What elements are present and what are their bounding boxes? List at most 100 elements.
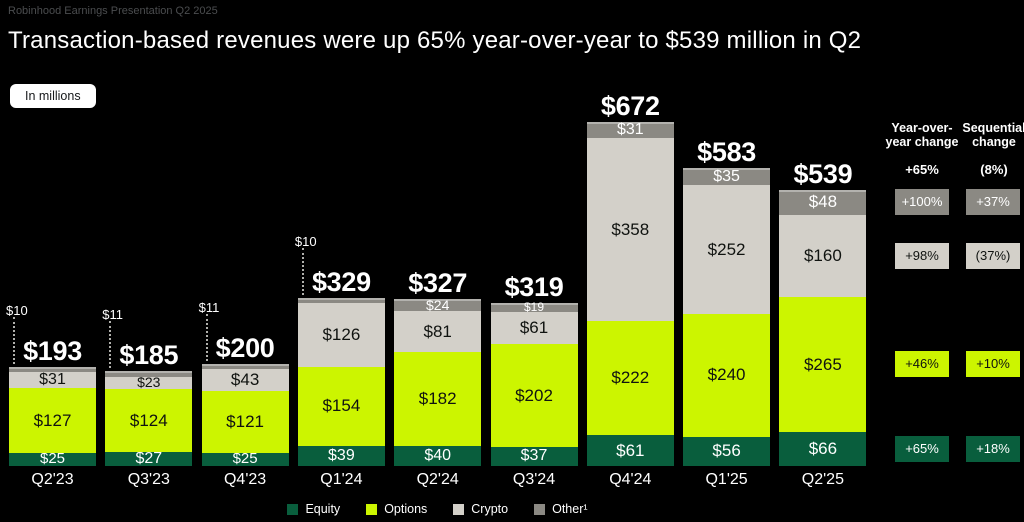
x-axis-label: Q2'24: [416, 471, 459, 488]
bar-segment-options: $121: [201, 391, 289, 454]
bar-segment-value: $160: [803, 245, 842, 265]
bar-segment-equity: $39: [297, 446, 385, 466]
bar-total-label: $319: [504, 271, 564, 302]
bar-segment-value: $19: [523, 299, 545, 314]
bar-segment-options: $127: [9, 388, 96, 454]
bar-segment-equity: $56: [683, 437, 771, 466]
bar-segment-value: $25: [39, 450, 66, 468]
bar-segment-equity: $25: [9, 450, 96, 468]
bar-segment-equity: $37: [490, 447, 578, 466]
bar-segment-value: $37: [520, 447, 548, 465]
bar-segment-options: $265: [779, 296, 867, 433]
x-axis-label: Q4'23: [223, 471, 267, 488]
bar-segment-options: $124: [105, 388, 193, 453]
bar-segment-value: $31: [616, 120, 644, 138]
legend-swatch-options: [366, 503, 378, 515]
bar-total-label: $200: [215, 332, 275, 363]
bar-segment-crypto: $358: [586, 137, 674, 322]
bar-segment-crypto: $81: [394, 310, 482, 353]
sequential-change-column: Sequential change (8%): [950, 121, 1024, 177]
bar-segment-crypto: $61: [490, 312, 578, 344]
bar-segment-options: $202: [490, 343, 578, 448]
bar-segment-value: $252: [707, 240, 746, 260]
bar-segment-other: [9, 367, 96, 373]
yoy-change-header: Year-over- year change: [874, 121, 970, 149]
yoy-badge-options: +46%: [895, 351, 949, 377]
legend-swatch-crypto: [453, 503, 465, 515]
bar-segment-value: $124: [129, 410, 168, 430]
yoy-change-column: Year-over- year change +65%: [874, 121, 970, 177]
bar-segment-options: $240: [683, 314, 771, 438]
callout-leader-line: [13, 317, 15, 365]
legend-item-other: Other¹: [534, 502, 588, 516]
yoy-header-line2: year change: [885, 135, 959, 149]
deck-label: Robinhood Earnings Presentation Q2 2025: [8, 5, 218, 17]
bar-segment-crypto: $160: [779, 214, 867, 297]
bar-segment-value: $43: [230, 370, 260, 390]
bar-total-label: $539: [793, 159, 853, 190]
callout-leader-line: [301, 247, 304, 295]
sequential-total-change: (8%): [980, 162, 1008, 177]
page-title: Transaction-based revenues were up 65% y…: [8, 27, 862, 54]
bar-segment-other: $24: [394, 296, 482, 313]
bar-segment-other: $35: [683, 167, 771, 186]
x-axis-label: Q1'24: [320, 471, 363, 488]
bar-segment-options: $154: [297, 367, 385, 447]
bar-segment-value: $81: [423, 321, 452, 341]
bar-segment-value: $56: [712, 441, 741, 461]
yoy-badge-other: +100%: [895, 189, 949, 215]
bar-segment-value: $35: [713, 167, 740, 185]
bar-segment-other: [201, 363, 289, 370]
seq-header-line2: change: [972, 135, 1016, 149]
bar-total-label: $327: [408, 267, 468, 298]
legend-item-crypto: Crypto: [453, 502, 508, 516]
bar-segment-value: $40: [424, 446, 452, 464]
bar-segment-value: $48: [808, 192, 838, 212]
bar-segment-crypto: $252: [683, 185, 771, 315]
bar-segment-value: $27: [135, 450, 163, 468]
other-value-callout: $10: [6, 303, 28, 319]
legend-label: Options: [384, 502, 428, 516]
other-value-callout: $10: [294, 233, 317, 249]
bar-total-label: $672: [600, 90, 660, 121]
yoy-header-line1: Year-over-: [891, 121, 953, 135]
x-axis-label: Q2'23: [31, 471, 74, 488]
sequential-change-header: Sequential change: [950, 121, 1024, 149]
bar-segment-value: $23: [137, 373, 161, 390]
legend-item-equity: Equity: [287, 502, 340, 516]
legend-swatch-equity: [287, 503, 299, 515]
bar-segment-value: $222: [611, 368, 650, 388]
bar-segment-other: $31: [586, 120, 674, 138]
bar-segment-value: $61: [519, 318, 549, 338]
bar-segment-options: $182: [394, 352, 482, 446]
legend-label: Crypto: [471, 502, 509, 516]
bar-segment-other: [105, 371, 193, 377]
bar-segment-value: $126: [322, 324, 361, 344]
legend-label: Equity: [305, 502, 341, 516]
bar-segment-value: $24: [426, 296, 450, 313]
bar-segment-value: $25: [232, 450, 258, 468]
bar-segment-equity: $40: [394, 445, 482, 466]
bar-segment-value: $202: [515, 385, 553, 405]
x-axis-label: Q3'24: [512, 471, 556, 488]
chart-legend: Equity Options Crypto Other¹: [0, 502, 875, 516]
bar-total-label: $185: [119, 340, 179, 371]
bar-segment-options: $222: [586, 321, 674, 435]
bar-segment-value: $66: [808, 439, 838, 459]
bar-segment-value: $121: [226, 412, 264, 432]
bar-segment-equity: $25: [201, 450, 289, 468]
bar-total-label: $193: [23, 336, 82, 367]
bar-segment-equity: $61: [586, 434, 674, 466]
legend-label: Other¹: [552, 502, 588, 516]
x-axis-label: Q2'25: [801, 471, 844, 488]
seq-badge-options: +10%: [966, 351, 1020, 377]
x-axis-label: Q3'23: [127, 471, 170, 488]
other-value-callout: $11: [102, 307, 124, 323]
bar-segment-crypto: $126: [297, 302, 385, 368]
seq-badge-other: +37%: [966, 189, 1020, 215]
units-badge: In millions: [10, 84, 96, 108]
seq-header-line1: Sequential: [962, 121, 1024, 135]
bar-segment-value: $182: [418, 389, 457, 409]
bar-segment-equity: $66: [779, 432, 867, 466]
